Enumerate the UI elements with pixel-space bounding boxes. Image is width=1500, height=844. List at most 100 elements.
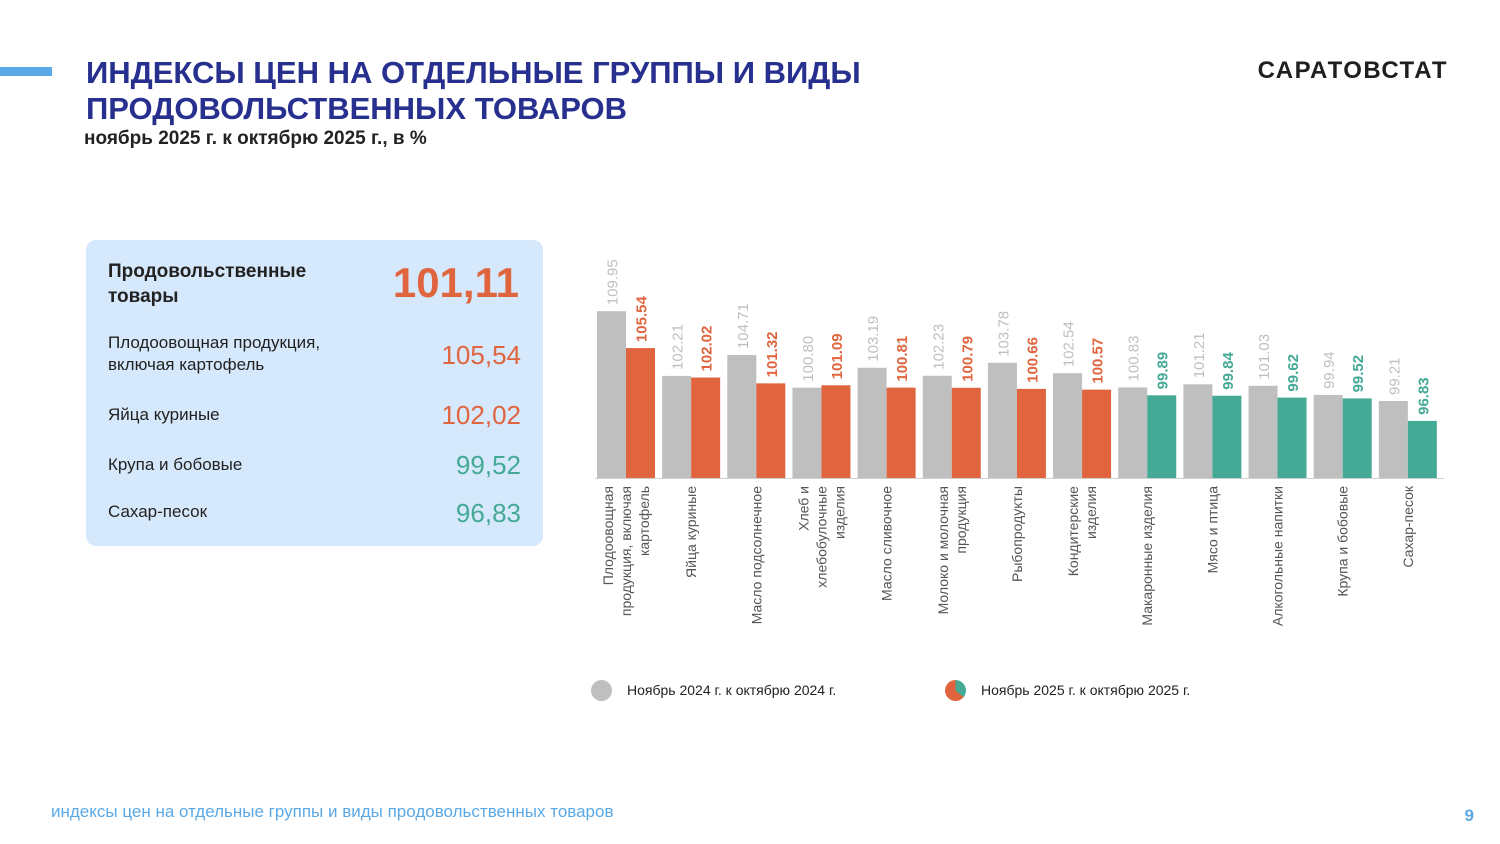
category-label: Молоко и молочная [935,486,951,614]
data-label-2025: 96.83 [1415,377,1432,415]
summary-item-label: Сахар-песок [108,502,208,521]
data-label-2025: 102.02 [699,326,716,372]
category-label: Плодоовощная [600,486,616,585]
summary-row-fruit-veg: Плодоовощная продукция, включая картофел… [108,332,521,378]
legend-gray-dot-icon [591,680,612,701]
category-label: картофель [636,486,652,556]
bar-2024 [662,375,692,478]
bar-2025 [626,348,655,478]
data-label-2025: 101.32 [764,331,781,377]
brand-logo-text: САРАТОВСТАТ [1257,57,1448,84]
category-label: Макаронные изделия [1139,486,1155,626]
bar-2025 [1212,395,1242,478]
category-label: Масло подсолнечное [748,486,764,625]
data-label-2024: 99.21 [1386,357,1403,395]
data-label-2024: 109.95 [605,259,622,305]
bar-2025 [756,383,786,478]
category-label: Алкогольные напитки [1270,486,1286,626]
category-label: Кондитерские [1065,486,1081,576]
bar-2025 [691,377,721,478]
summary-row-sugar: Сахар-песок 96,83 [108,498,521,528]
price-index-bar-chart: 109.95 105.54 Плодоовощная продукция, включ… [595,259,1444,626]
category-label: Крупа и бобовые [1335,486,1351,597]
category-label: продукция [953,486,969,554]
summary-item-value: 102,02 [441,400,521,430]
bar-2025 [821,385,851,478]
legend-red-green-dot-icon [945,680,966,701]
summary-item-value: 96,83 [455,498,521,528]
category-label: Мясо и птица [1204,486,1220,574]
bar-2025 [1082,389,1112,478]
category-label: Яйца куриные [683,486,699,578]
summary-row-grains: Крупа и бобовые 99,52 [108,450,521,480]
legend-label-2025: Ноябрь 2025 г. к октябрю 2025 г. [981,682,1191,698]
category-label: хлебобулочные [813,486,829,588]
bar-2025 [1147,395,1177,478]
summary-row-eggs: Яйца куриные 102,02 [108,400,521,430]
category-label: Рыбопродукты [1009,486,1025,582]
bar-2024 [1378,401,1408,478]
legend-label-2024: Ноябрь 2024 г. к октябрю 2024 г. [627,682,837,698]
bar-2024 [727,355,757,478]
page-number: 9 [1464,806,1474,825]
bar-2024 [987,362,1017,478]
data-label-2024: 104.71 [735,303,752,349]
bar-2025 [1342,398,1372,478]
data-label-2025: 99.52 [1350,355,1367,393]
accent-bar [0,67,52,76]
bar-2024 [1248,385,1278,478]
data-label-2025: 99.62 [1285,354,1302,392]
category-label: изделия [831,486,847,539]
data-label-2024: 99.94 [1321,351,1338,389]
data-label-2024: 100.80 [800,336,817,382]
data-label-2025: 100.79 [959,336,976,382]
page-subtitle: ноябрь 2025 г. к октябрю 2025 г., в % [84,128,427,149]
data-label-2024: 101.03 [1256,334,1273,380]
data-label-2024: 103.78 [995,311,1012,357]
summary-item-label: Плодоовощная продукция, включая картофел… [108,333,321,374]
title-line-1: ИНДЕКСЫ ЦЕН НА ОТДЕЛЬНЫЕ ГРУППЫ И ВИДЫ [86,55,861,90]
data-label-2025: 100.66 [1024,337,1041,383]
footer-caption: индексы цен на отдельные группы и виды п… [51,802,614,821]
summary-item-value: 105,54 [441,340,521,370]
data-label-2025: 100.81 [894,336,911,382]
bar-2025 [886,387,916,478]
bar-2025 [1016,388,1046,478]
bar-2024 [1313,394,1343,478]
bar-2024 [1118,387,1148,478]
category-label: продукция, включая [618,486,634,616]
summary-item-label: Яйца куриные [108,405,220,424]
category-label: Сахар-песок [1400,485,1416,567]
summary-panel: Продовольственные товары 101,11 Плодоово… [86,240,543,546]
data-label-2025: 100.57 [1090,338,1107,384]
bar-2024 [792,387,822,478]
data-label-2025: 101.09 [829,333,846,379]
data-label-2025: 99.84 [1220,352,1237,390]
bar-2024 [1053,373,1083,478]
data-label-2024: 101.21 [1191,332,1208,378]
bar-2025 [1407,420,1437,478]
data-label-2025: 99.89 [1155,352,1172,390]
category-label: Хлеб и [795,486,811,531]
summary-item-label: Крупа и бобовые [108,455,243,474]
data-label-2024: 102.54 [1061,321,1078,367]
data-label-2024: 102.21 [670,324,687,370]
data-label-2024: 103.19 [865,316,882,362]
bar-2024 [597,311,626,478]
summary-item-value: 99,52 [455,450,521,480]
category-label: Масло сливочное [879,486,895,601]
category-label: изделия [1083,486,1099,539]
summary-main-label: Продовольственные товары [108,261,307,307]
bar-2024 [857,367,887,478]
summary-main-value: 101,11 [392,259,519,306]
bar-2025 [1277,397,1307,478]
title-line-2: ПРОДОВОЛЬСТВЕННЫХ ТОВАРОВ [86,91,627,126]
data-label-2025: 105.54 [634,296,651,343]
bar-2025 [951,387,981,478]
data-label-2024: 102.23 [930,324,947,370]
bar-2024 [922,375,952,478]
bar-2024 [1183,384,1213,478]
page-title: ИНДЕКСЫ ЦЕН НА ОТДЕЛЬНЫЕ ГРУППЫ И ВИДЫ П… [86,55,1086,127]
data-label-2024: 100.83 [1126,336,1143,382]
summary-main-row: Продовольственные товары 101,11 [108,258,521,310]
